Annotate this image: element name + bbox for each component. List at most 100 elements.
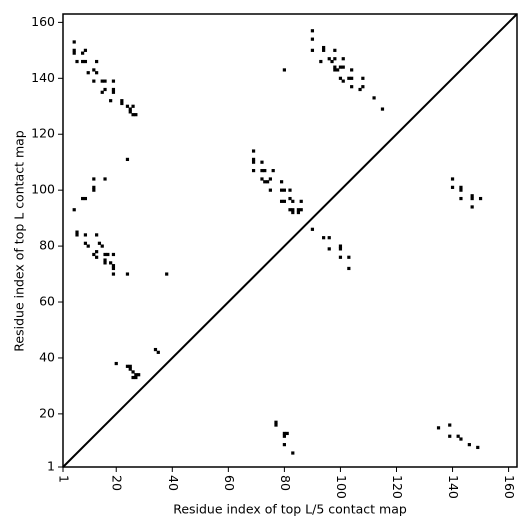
- contact-point: [268, 177, 272, 181]
- y-tick-label: 160: [31, 14, 55, 29]
- y-tick-label: 100: [31, 182, 55, 197]
- contact-point: [111, 252, 116, 257]
- contact-point: [97, 241, 102, 245]
- contact-point: [279, 180, 284, 184]
- x-axis-title: Residue index of top L/5 contact map: [173, 502, 407, 517]
- contact-point: [92, 188, 96, 192]
- contact-point: [95, 59, 99, 64]
- contact-point: [95, 255, 99, 259]
- x-tick-label: 20: [110, 475, 125, 491]
- contact-point: [279, 188, 284, 192]
- y-tick-label: 120: [31, 126, 55, 141]
- contact-point: [251, 157, 256, 162]
- contact-point: [131, 375, 135, 380]
- contact-point: [296, 210, 301, 215]
- contact-point: [310, 227, 315, 231]
- contact-point: [106, 252, 110, 257]
- contact-point: [131, 104, 135, 108]
- contact-point: [251, 168, 256, 173]
- contact-point: [291, 199, 295, 203]
- contact-point: [310, 37, 315, 41]
- contact-point: [72, 208, 76, 212]
- contact-point: [153, 347, 158, 352]
- contact-point: [296, 208, 301, 212]
- contact-point: [336, 68, 340, 72]
- contact-point: [128, 367, 132, 371]
- contact-point: [83, 233, 88, 237]
- contact-point: [322, 45, 326, 50]
- contact-point: [476, 445, 480, 450]
- contact-point: [299, 208, 303, 212]
- contact-point: [274, 420, 278, 424]
- contact-point: [470, 196, 474, 201]
- contact-point: [372, 96, 376, 100]
- contact-point: [92, 177, 96, 181]
- contact-point: [100, 90, 104, 94]
- contact-point: [361, 76, 365, 80]
- y-tick-label: 80: [39, 238, 55, 253]
- contact-point: [341, 79, 345, 83]
- contact-point: [103, 258, 107, 262]
- contact-point: [103, 261, 107, 265]
- contact-point: [291, 210, 295, 215]
- contact-point: [111, 266, 116, 271]
- contact-point: [81, 196, 85, 201]
- contact-point: [83, 59, 88, 64]
- contact-point: [467, 443, 471, 447]
- plot-frame: [62, 13, 518, 468]
- contact-point: [103, 79, 107, 83]
- contact-point: [72, 40, 76, 44]
- contact-point: [456, 434, 460, 438]
- x-tick-label: 60: [222, 475, 237, 491]
- contact-point: [92, 185, 96, 189]
- contact-point: [81, 59, 85, 64]
- contact-point: [75, 230, 79, 234]
- contact-point: [75, 233, 79, 237]
- contact-point: [282, 443, 286, 447]
- contact-point: [330, 59, 334, 64]
- contact-point: [125, 104, 130, 108]
- contact-point: [109, 261, 113, 265]
- contact-point: [125, 364, 130, 368]
- contact-point: [120, 99, 124, 103]
- contact-point: [134, 113, 138, 117]
- contact-point: [134, 375, 138, 380]
- contact-point: [137, 373, 141, 377]
- x-tick-label: 80: [278, 475, 293, 491]
- contact-point: [251, 149, 256, 153]
- contact-point: [263, 168, 267, 173]
- contact-point: [92, 79, 96, 83]
- contact-point: [282, 188, 286, 192]
- contact-point: [156, 350, 160, 354]
- contact-point: [338, 76, 343, 80]
- contact-point: [165, 272, 169, 276]
- contact-point: [310, 29, 315, 33]
- contact-point: [347, 76, 351, 80]
- contact-point: [134, 373, 138, 377]
- contact-point: [450, 177, 455, 181]
- contact-point: [380, 107, 385, 111]
- y-axis-title: Residue index of top L contact map: [12, 130, 27, 351]
- x-tick-label: 1: [57, 475, 72, 483]
- contact-point: [282, 68, 286, 72]
- contact-point: [128, 110, 132, 114]
- contact-point: [260, 160, 264, 164]
- contact-point: [83, 241, 88, 245]
- contact-point: [114, 361, 118, 366]
- contact-point: [251, 160, 256, 164]
- contact-point: [274, 423, 278, 427]
- y-tick-label: 20: [39, 405, 55, 420]
- contact-point: [350, 68, 354, 72]
- x-tick-label: 160: [502, 475, 517, 499]
- contact-point: [81, 51, 85, 55]
- contact-point: [72, 48, 76, 52]
- contact-point: [83, 48, 88, 52]
- contact-point: [111, 264, 116, 268]
- contact-point: [310, 48, 315, 52]
- contact-point: [120, 101, 124, 106]
- contact-point: [109, 99, 113, 103]
- contact-point: [350, 76, 354, 80]
- contact-point: [285, 431, 289, 436]
- contact-point: [111, 90, 116, 94]
